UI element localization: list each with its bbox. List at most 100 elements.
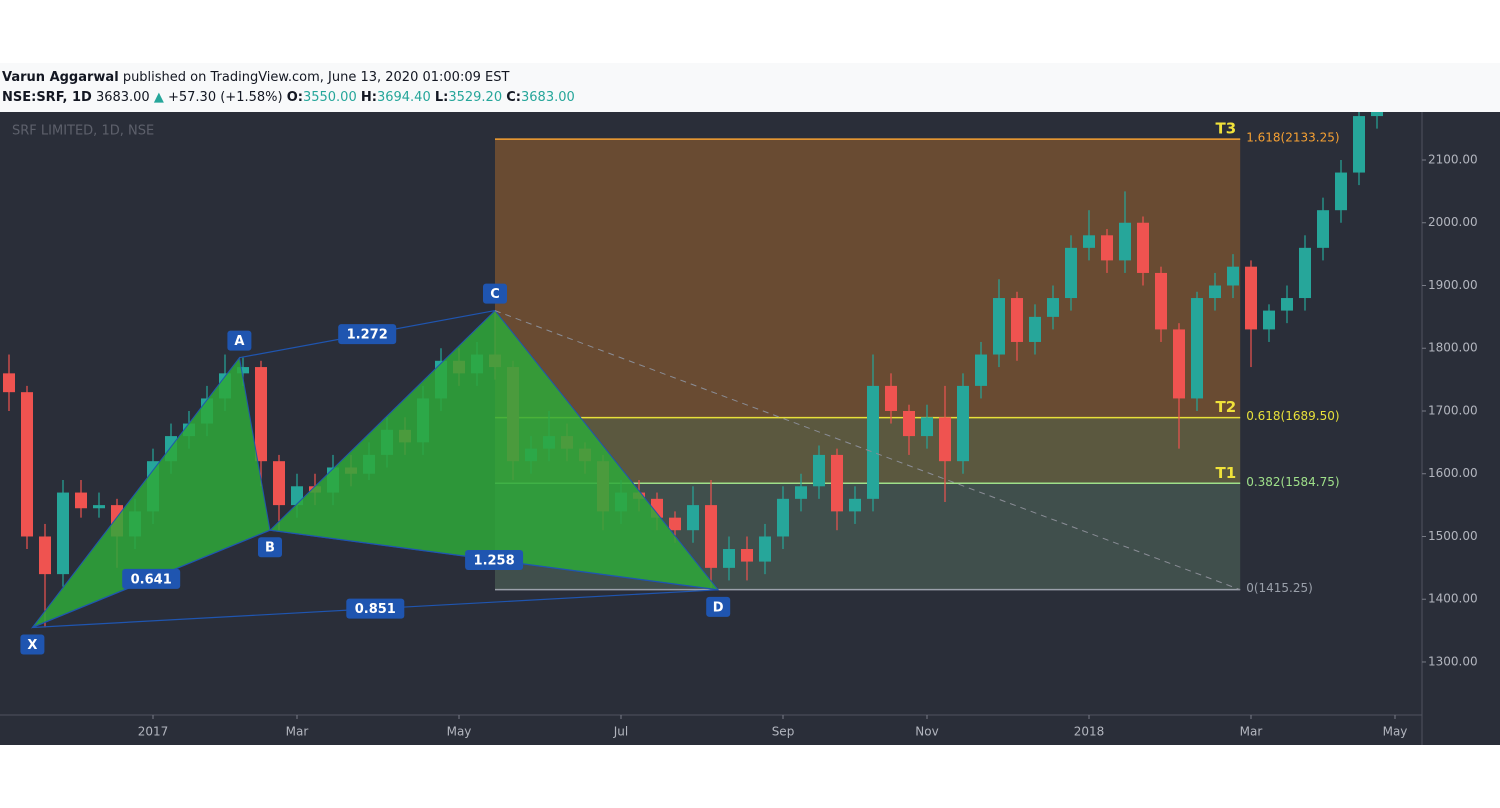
candle-body — [1137, 222, 1149, 273]
point-label: D — [713, 600, 724, 615]
close: 3683.00 — [521, 90, 575, 105]
candle-body — [705, 505, 717, 568]
candle-body — [885, 385, 897, 411]
y-tick-label: 1800.00 — [1428, 341, 1478, 355]
change: +57.30 (+1.58%) — [168, 90, 283, 105]
candle-body — [1353, 116, 1365, 173]
published: published on TradingView.com, June 13, 2… — [123, 70, 510, 85]
candle-body — [57, 492, 69, 575]
x-tick-label: Nov — [915, 725, 938, 739]
projection-line — [494, 310, 1241, 591]
x-tick-label: Mar — [1240, 725, 1263, 739]
author: Varun Aggarwal — [2, 70, 119, 85]
point-label: A — [234, 334, 244, 349]
ratio-label: 0.851 — [355, 602, 396, 617]
candle-body — [921, 417, 933, 437]
low-label: L: — [435, 90, 448, 105]
candle-body — [1299, 247, 1311, 299]
open-label: O: — [287, 90, 303, 105]
fib-label: 0.382(1584.75) — [1246, 475, 1339, 489]
candle-body — [255, 367, 267, 462]
ratio-box — [346, 598, 405, 619]
ratio-box — [338, 324, 397, 345]
candle-body — [1155, 272, 1167, 330]
candle-body — [21, 392, 33, 537]
candle-body — [1083, 235, 1095, 248]
x-tick-label: May — [447, 725, 472, 739]
x-tick-label: Mar — [286, 725, 309, 739]
candle-body — [849, 498, 861, 512]
y-tick-label: 2100.00 — [1428, 153, 1478, 167]
header-line1: Varun Aggarwal published on TradingView.… — [2, 70, 509, 85]
ratio-label: 0.641 — [131, 572, 172, 587]
point-box — [706, 596, 731, 617]
candle-body — [1173, 329, 1185, 399]
candle-body — [1317, 210, 1329, 248]
close-label: C: — [506, 90, 521, 105]
fib-zone — [495, 139, 1241, 418]
candle-body — [237, 367, 249, 374]
candle-body — [1245, 266, 1257, 330]
ratio-label: 1.272 — [347, 328, 388, 343]
candle-body — [93, 505, 105, 509]
candle-body — [273, 461, 285, 506]
candle-body — [1119, 222, 1131, 261]
ratio-box — [122, 568, 181, 589]
y-tick-label: 2000.00 — [1428, 215, 1478, 229]
x-tick-label: Jul — [613, 725, 628, 739]
high-label: H: — [361, 90, 377, 105]
candle-body — [939, 417, 951, 462]
candle-body — [75, 492, 87, 509]
candle-body — [1371, 112, 1383, 117]
candle-body — [1281, 298, 1293, 311]
candle-body — [687, 505, 699, 531]
point-box — [20, 634, 45, 655]
candle-body — [3, 373, 15, 393]
candle-body — [867, 385, 879, 499]
y-tick-label: 1400.00 — [1428, 592, 1478, 606]
candle-body — [1101, 235, 1113, 261]
candle-body — [669, 517, 681, 531]
y-tick-label: 1500.00 — [1428, 529, 1478, 543]
fib-label: 0.618(1689.50) — [1246, 409, 1339, 423]
candle-body — [1227, 266, 1239, 286]
last: 3683.00 — [96, 90, 150, 105]
header-bg — [0, 63, 1500, 112]
candle-body — [1047, 298, 1059, 317]
y-tick-label: 1900.00 — [1428, 278, 1478, 292]
y-tick-label: 1600.00 — [1428, 466, 1478, 480]
candle-body — [1011, 298, 1023, 342]
candle-body — [975, 354, 987, 386]
candle-body — [777, 498, 789, 537]
x-tick-label: 2018 — [1074, 725, 1105, 739]
point-label: C — [490, 287, 500, 302]
point-box — [227, 330, 252, 351]
target-label: T1 — [1216, 464, 1237, 482]
candle-body — [741, 549, 753, 562]
candle-body — [813, 454, 825, 487]
candle-body — [1263, 310, 1275, 330]
x-tick-label: 2017 — [138, 725, 169, 739]
candle-body — [723, 549, 735, 568]
candle-body — [795, 486, 807, 499]
candle-body — [759, 536, 771, 562]
open: 3550.00 — [303, 90, 357, 105]
fib-label: 0(1415.25) — [1246, 581, 1313, 595]
x-tick-label: Sep — [772, 725, 795, 739]
point-box — [483, 283, 507, 304]
candle-body — [1191, 298, 1203, 399]
point-label: B — [265, 541, 275, 556]
candle-body — [1065, 247, 1077, 299]
up-arrow: ▲ — [154, 90, 164, 105]
high: 3694.40 — [377, 90, 431, 105]
plot — [3, 112, 1383, 629]
header-line2: NSE:SRF, 1D 3683.00 ▲ +57.30 (+1.58%) O:… — [2, 90, 575, 105]
point-box — [258, 537, 282, 558]
symbol: NSE:SRF, 1D — [2, 90, 92, 105]
y-tick-label: 1300.00 — [1428, 654, 1478, 668]
candle-body — [957, 385, 969, 462]
point-label: X — [27, 638, 37, 653]
fib-label: 1.618(2133.25) — [1246, 131, 1339, 145]
y-tick-label: 1700.00 — [1428, 403, 1478, 417]
